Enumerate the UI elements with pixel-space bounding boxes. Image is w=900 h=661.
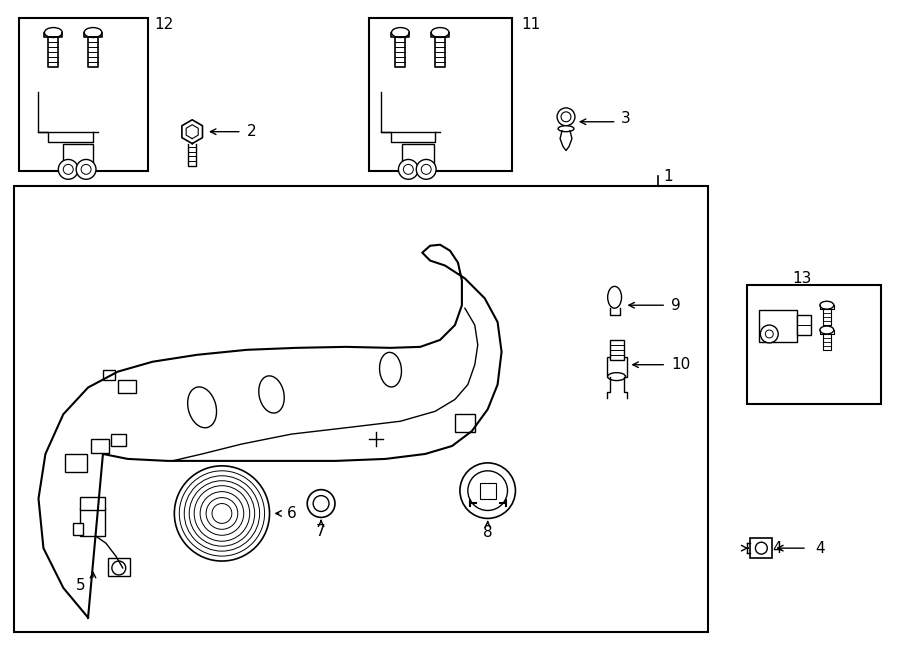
Bar [91, 439, 109, 453]
Circle shape [194, 486, 249, 541]
Circle shape [189, 481, 255, 546]
Circle shape [765, 330, 773, 338]
Circle shape [76, 159, 96, 179]
Text: 13: 13 [792, 271, 812, 286]
Circle shape [460, 463, 516, 518]
Circle shape [81, 165, 91, 175]
Bar [797, 315, 811, 335]
Ellipse shape [380, 352, 401, 387]
Bar [80, 496, 105, 510]
Circle shape [63, 165, 73, 175]
Text: 4: 4 [814, 541, 824, 556]
Circle shape [184, 476, 259, 551]
Bar [369, 18, 512, 171]
Circle shape [175, 466, 269, 561]
Text: 8: 8 [482, 525, 492, 540]
Bar [455, 414, 475, 432]
Bar [108, 558, 130, 576]
Circle shape [313, 496, 329, 512]
Ellipse shape [820, 326, 833, 334]
Text: 12: 12 [155, 17, 174, 32]
Bar [748, 286, 881, 405]
Text: 11: 11 [521, 17, 541, 32]
Circle shape [755, 542, 768, 554]
Circle shape [760, 325, 778, 343]
Text: 5: 5 [76, 578, 86, 594]
Bar [103, 369, 115, 379]
Ellipse shape [259, 376, 284, 413]
Circle shape [403, 165, 413, 175]
Ellipse shape [187, 387, 217, 428]
Circle shape [112, 561, 126, 575]
Circle shape [557, 108, 575, 126]
Bar [751, 538, 772, 558]
Text: 4: 4 [772, 541, 782, 556]
Circle shape [58, 159, 78, 179]
Bar [609, 340, 624, 360]
Bar [73, 524, 83, 535]
Circle shape [206, 498, 238, 529]
Circle shape [421, 165, 431, 175]
Bar [607, 357, 626, 377]
Circle shape [399, 159, 418, 179]
Bar [402, 143, 434, 171]
Ellipse shape [44, 28, 62, 38]
Circle shape [307, 490, 335, 518]
Ellipse shape [608, 286, 622, 308]
Bar [760, 310, 797, 342]
Bar [111, 434, 126, 446]
Ellipse shape [431, 28, 449, 38]
Text: 7: 7 [316, 524, 326, 539]
Bar [63, 143, 93, 171]
Circle shape [212, 504, 232, 524]
Ellipse shape [392, 28, 410, 38]
Ellipse shape [608, 373, 625, 381]
Bar [19, 18, 148, 171]
Ellipse shape [558, 126, 574, 132]
Bar [118, 379, 136, 393]
Text: 9: 9 [671, 297, 681, 313]
Bar [66, 454, 87, 472]
Circle shape [468, 471, 508, 510]
Bar [14, 186, 707, 633]
Ellipse shape [84, 28, 102, 38]
Bar [80, 508, 105, 536]
Bar [480, 483, 496, 498]
Text: 10: 10 [671, 357, 690, 372]
Circle shape [200, 492, 244, 535]
Text: 3: 3 [621, 111, 630, 126]
Ellipse shape [820, 301, 833, 309]
Text: 1: 1 [663, 169, 673, 184]
Text: 2: 2 [247, 124, 256, 139]
Circle shape [561, 112, 571, 122]
Circle shape [417, 159, 436, 179]
Circle shape [179, 471, 265, 556]
Text: 6: 6 [286, 506, 296, 521]
